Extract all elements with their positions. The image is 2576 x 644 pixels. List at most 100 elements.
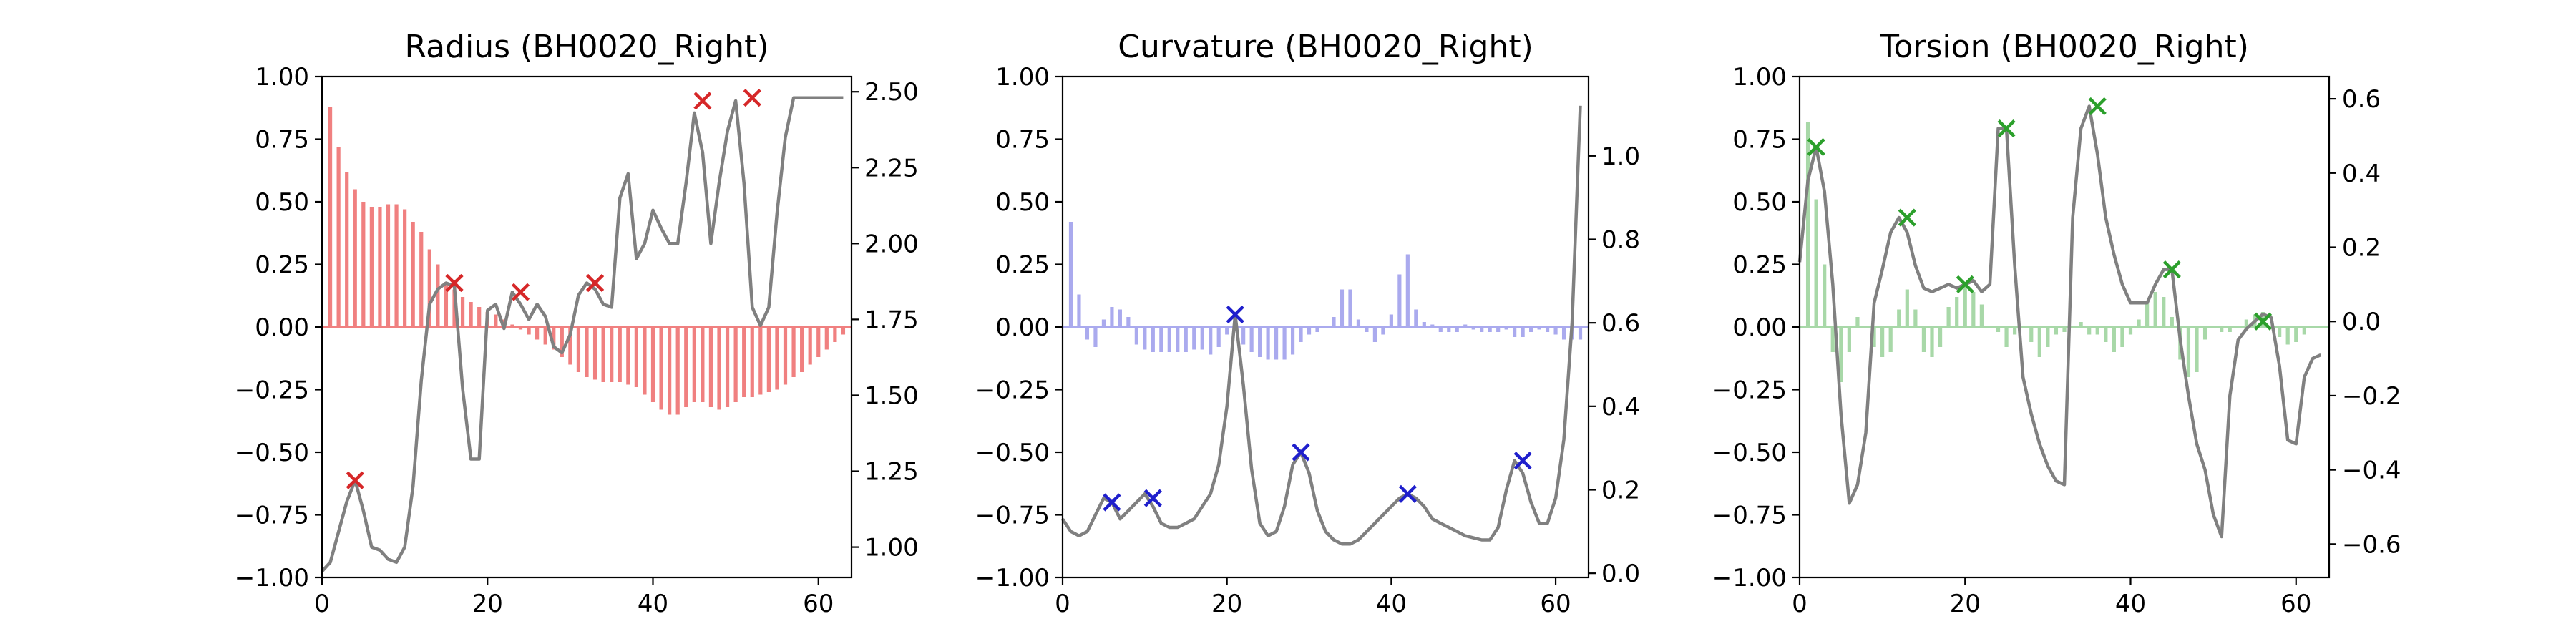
radius-bar [477,307,482,327]
torsion-bar [2162,297,2166,327]
radius-bar [610,327,614,382]
radius-bar [783,327,788,385]
radius-bar [386,204,391,327]
torsion-chart-title: Torsion (BH0020_Right) [1879,29,2249,65]
torsion-y2-tick-label: −0.6 [2342,530,2401,559]
curvature-bar [1209,327,1213,355]
curvature-x-tick-label: 60 [1540,590,1571,618]
torsion-peak-marker [1898,208,1916,227]
radius-line-series [321,96,844,573]
curvature-bar [1101,319,1106,327]
curvature-y-tick-label: 1.00 [995,63,1050,92]
curvature-y2-tick-label: 0.0 [1601,560,1640,588]
curvature-bar [1438,327,1443,332]
torsion-bar [1823,264,1827,327]
torsion-bar [1805,122,1810,327]
torsion-bar [1930,327,1934,357]
torsion-y2-tick-label: 0.0 [2342,308,2381,336]
curvature-peak-marker [1398,484,1417,503]
radius-bar [378,207,382,327]
radius-x-tick-label: 20 [472,590,503,618]
torsion-y-tick-label: 0.75 [1732,126,1787,155]
radius-bar [328,107,333,327]
radius-bar [518,327,523,330]
radius-bar [841,327,846,335]
radius-bar [592,327,597,380]
torsion-bar [2087,327,2092,335]
curvature-chart-title: Curvature (BH0020_Right) [1118,29,1533,65]
curvature-bar [1513,327,1517,337]
torsion-bar [2029,327,2034,342]
radius-bar [668,327,672,415]
radius-bar [494,314,498,327]
radius-y-tick-label: 0.00 [255,313,309,342]
curvature-bar [1159,327,1163,352]
curvature-bar [1561,327,1566,340]
torsion-bar [1905,289,1909,327]
radius-bar [800,327,804,372]
radius-bar [766,327,771,392]
curvature-y2-tick-label: 1.0 [1601,142,1640,171]
curvature-bar [1389,314,1393,327]
curvature-y-tick-label: 0.50 [995,188,1050,217]
torsion-bar [2104,327,2108,342]
curvature-bar [1578,327,1583,340]
torsion-peak-marker [2253,312,2273,331]
radius-bar [692,327,696,402]
radius-bar [618,327,622,382]
radius-bar [585,327,589,377]
radius-bar [527,327,531,335]
torsion-y-tick-label: −0.25 [1712,376,1787,405]
radius-bar [436,264,440,327]
torsion-peak-marker [1997,119,2016,138]
curvature-bar [1372,327,1377,342]
curvature-peak-marker [1103,493,1121,512]
curvature-bar [1340,289,1345,327]
radius-bar [659,327,663,410]
torsion-bar [2037,327,2041,357]
curvature-x-tick-label: 20 [1211,590,1242,618]
radius-y-tick-label: 1.00 [255,63,309,92]
curvature-bar [1447,327,1451,332]
radius-chart-title: Radius (BH0020_Right) [405,29,769,65]
curvature-bar [1348,289,1352,327]
radius-y-tick-label: 0.50 [255,188,309,217]
curvature-y2-tick-label: 0.8 [1601,226,1640,255]
radius-bar [469,302,473,327]
curvature-bar [1126,317,1131,327]
radius-bar [808,327,812,365]
radius-bar [369,207,374,327]
torsion-y2-tick-label: 0.4 [2342,160,2381,188]
torsion-y-tick-label: −0.75 [1712,502,1787,530]
radius-peak-marker [693,92,712,110]
radius-peak-marker [346,471,364,489]
torsion-bar [1888,327,1893,352]
torsion-bar [1979,304,1984,327]
torsion-y-tick-label: 0.50 [1732,188,1787,217]
radius-bar [733,327,738,402]
radius-y-tick-label: −0.50 [235,439,309,467]
radius-bar [552,327,556,350]
radius-y-tick-label: −1.00 [235,564,309,592]
curvature-bar [1266,327,1270,360]
radius-bar [444,282,449,327]
torsion-bar [1897,309,1901,327]
curvature-y-tick-label: −1.00 [975,564,1050,592]
radius-bar [361,202,366,327]
torsion-bar [2137,319,2141,327]
torsion-panel: Torsion (BH0020_Right) 0 20 40 60 −1.00 −0.75… [1712,29,2401,618]
curvature-bar [1537,327,1541,330]
torsion-bar [2302,327,2306,335]
torsion-y2-tick-label: −0.2 [2342,382,2401,411]
torsion-bar [2112,327,2116,352]
radius-y2-tick-label: 2.25 [864,154,919,182]
radius-y2-tick-label: 1.75 [864,306,919,334]
curvature-bar [1282,327,1287,360]
curvature-bar [1192,327,1196,350]
torsion-bar [1996,327,2001,332]
radius-peak-marker [511,283,530,301]
radius-x-tick-label: 40 [638,590,668,618]
radius-bar [452,289,457,327]
radius-bar [353,189,357,327]
curvature-bar [1134,327,1138,345]
